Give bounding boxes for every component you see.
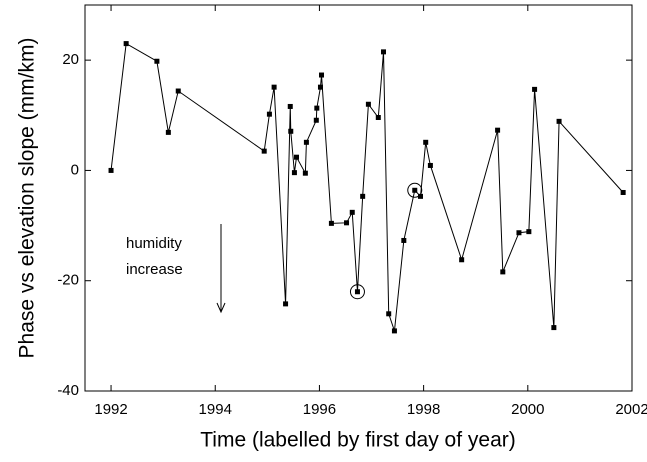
data-point [551,325,557,331]
data-point [427,162,433,168]
x-axis-label: Time (labelled by first day of year) [200,429,516,452]
data-point [495,127,501,133]
highlight-circle [349,284,365,300]
data-point [516,230,522,236]
annotation-arrowhead [216,302,226,314]
data-point [261,148,267,154]
data-point [108,167,114,173]
data-point [375,114,381,120]
data-point [381,49,387,55]
data-point [349,209,355,215]
data-point [354,289,360,295]
data-point [417,193,423,199]
data-point [532,86,538,92]
data-point [294,154,300,160]
data-point [288,128,294,134]
data-point [386,311,392,317]
data-point [526,229,532,235]
y-tick-label: 20 [62,51,79,68]
data-point [303,139,309,145]
series-line [110,42,624,332]
data-point [401,237,407,243]
data-point [319,72,325,78]
data-point [365,101,371,107]
data-point [271,84,277,90]
x-tick-label: 2002 [615,401,647,418]
x-tick-label: 1994 [199,401,232,418]
x-tick-label: 1996 [303,401,336,418]
data-point [123,41,129,47]
data-point [314,105,320,111]
highlight-circle [407,182,423,198]
data-point [317,84,323,90]
y-tick-label: -20 [57,272,79,289]
data-point [459,257,465,263]
data-point [313,117,319,123]
y-tick-label: -40 [57,382,79,399]
y-axis-label: Phase vs elevation slope (mm/km) [16,38,39,359]
data-point [500,269,506,275]
annotation: humidity increase [126,235,183,278]
data-point [165,129,171,135]
x-tick-label: 1992 [94,401,127,418]
data-point [620,189,626,195]
data-point [423,139,429,145]
data-point [556,118,562,124]
data-point [328,220,334,226]
data-point [360,193,366,199]
x-tick-label: 2000 [511,401,544,418]
data-point [412,187,418,193]
data-point [302,170,308,176]
y-tick-label: 0 [71,161,79,178]
data-point [287,103,293,109]
data-point [391,328,397,334]
data-point [291,170,297,176]
plot-frame [84,4,633,392]
data-point [344,220,350,226]
data-point [283,301,289,307]
data-point [154,58,160,64]
x-tick-label: 1998 [407,401,440,418]
data-point [175,88,181,94]
data-point [266,111,272,117]
